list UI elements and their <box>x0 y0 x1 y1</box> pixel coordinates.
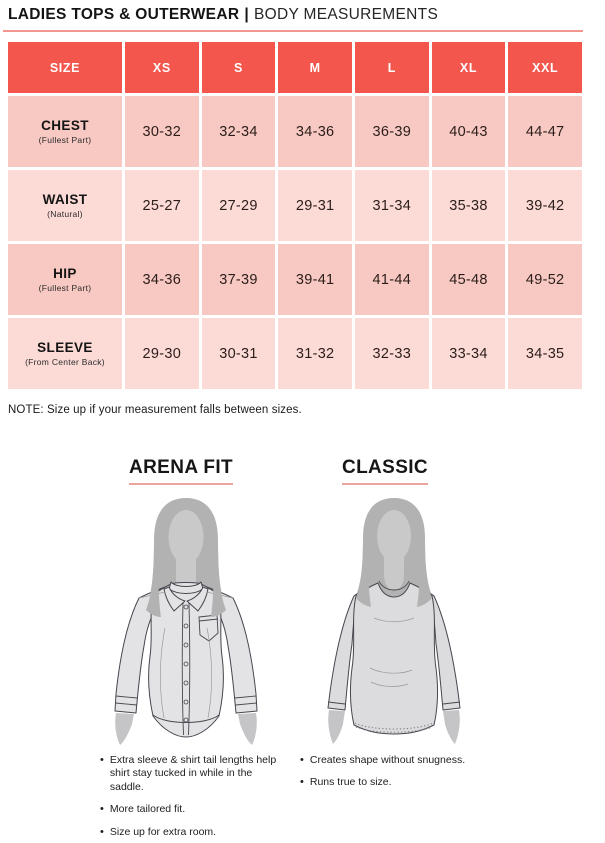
measurement-sublabel: (Fullest Part) <box>38 134 92 145</box>
measurement-sublabel: (Natural) <box>47 208 83 219</box>
crew-neck-top <box>327 580 461 735</box>
column-header-m: M <box>278 42 352 93</box>
classic-underline <box>342 483 428 485</box>
size-value-cell: 35-38 <box>431 170 506 241</box>
measurement-sublabel: (From Center Back) <box>25 356 105 367</box>
size-value-cell: 34-35 <box>508 318 582 389</box>
bullet-item: Runs true to size. <box>300 776 468 789</box>
left-hand <box>328 710 345 744</box>
right-hand <box>443 710 460 744</box>
measurement-label: HIP <box>53 266 77 282</box>
size-value-cell: 45-48 <box>431 244 506 315</box>
size-value-cell: 49-52 <box>508 244 582 315</box>
left-hand <box>115 713 134 745</box>
arena-fit-bullets: Extra sleeve & shirt tail lengths help s… <box>100 754 280 843</box>
shirt-button <box>183 699 189 705</box>
hair-front-strand <box>356 538 371 607</box>
size-value-cell: 41-44 <box>354 244 429 315</box>
size-value-cell: 30-31 <box>201 318 276 389</box>
bullet-text: Extra sleeve & shirt tail lengths help s… <box>109 754 277 793</box>
neckline-rib <box>378 580 410 591</box>
size-value-cell: 37-39 <box>201 244 276 315</box>
face <box>168 510 204 564</box>
size-value-cell: 30-32 <box>125 96 199 167</box>
shirt-button <box>183 717 189 723</box>
size-value-cell: 31-32 <box>278 318 352 389</box>
size-value-cell: 27-29 <box>201 170 276 241</box>
measurement-label: CHEST <box>41 118 89 134</box>
size-value-cell: 34-36 <box>125 244 199 315</box>
column-header-size: SIZE <box>8 42 122 93</box>
page-title: LADIES TOPS & OUTERWEAR | BODY MEASUREMENT… <box>8 6 438 24</box>
classic-heading: CLASSIC <box>341 457 429 478</box>
size-value-cell: 33-34 <box>431 318 506 389</box>
right-hand <box>238 713 257 745</box>
size-value-cell: 25-27 <box>125 170 199 241</box>
size-value-cell: 29-30 <box>125 318 199 389</box>
page-title-brand: LADIES TOPS & OUTERWEAR <box>8 6 240 23</box>
note-text: NOTE: Size up if your measurement falls … <box>8 404 302 416</box>
bullet-text: More tailored fit. <box>109 803 186 816</box>
size-value-cell: 34-36 <box>278 96 352 167</box>
shirt-button <box>183 661 189 667</box>
size-value-cell: 29-31 <box>278 170 352 241</box>
size-value-cell: 39-41 <box>278 244 352 315</box>
bullet-item: Size up for extra room. <box>100 826 280 839</box>
right-cuff <box>234 695 257 699</box>
neck <box>384 552 404 590</box>
size-chart-table: SIZE XS S M L XL XXL CHEST (Fullest Part… <box>8 42 582 389</box>
column-header-xl: XL <box>431 42 506 93</box>
bullet-item: Extra sleeve & shirt tail lengths help s… <box>100 754 280 794</box>
woman-crew-neck-top-figure <box>327 498 461 744</box>
bullet-item: More tailored fit. <box>100 803 280 816</box>
woman-button-down-shirt-figure <box>114 498 258 745</box>
size-value-cell: 39-42 <box>508 170 582 241</box>
shirt-button <box>183 604 189 610</box>
size-value-cell: 32-33 <box>354 318 429 389</box>
column-header-xs: XS <box>125 42 199 93</box>
page-title-separator: | <box>244 6 249 23</box>
arena-fit-heading: ARENA FIT <box>128 457 234 478</box>
column-header-s: S <box>201 42 276 93</box>
size-value-cell: 36-39 <box>354 96 429 167</box>
arena-fit-underline <box>129 483 233 485</box>
bullet-item: Creates shape without snugness. <box>300 754 468 767</box>
size-value-cell: 44-47 <box>508 96 582 167</box>
neck <box>176 554 196 586</box>
measurement-sublabel: (Fullest Part) <box>38 282 92 293</box>
shirt-button <box>183 642 189 648</box>
right-cuff <box>442 701 461 705</box>
bullet-text: Runs true to size. <box>309 776 392 789</box>
row-header-waist: WAIST (Natural) <box>8 170 122 241</box>
size-value-cell: 31-34 <box>354 170 429 241</box>
face <box>377 510 411 562</box>
hair-front-strand <box>211 540 226 617</box>
row-header-chest: CHEST (Fullest Part) <box>8 96 122 167</box>
shirt-button <box>183 623 189 629</box>
title-underline <box>3 30 583 32</box>
left-cuff <box>115 695 138 699</box>
button-down-shirt <box>114 581 258 738</box>
shirt-button <box>183 680 189 686</box>
row-header-hip: HIP (Fullest Part) <box>8 244 122 315</box>
hair-front-strand <box>146 540 161 617</box>
hair-front-strand <box>417 538 432 607</box>
row-header-sleeve: SLEEVE (From Center Back) <box>8 318 122 389</box>
classic-illustration <box>327 498 461 744</box>
column-header-l: L <box>354 42 429 93</box>
classic-bullets: Creates shape without snugness. Runs tru… <box>300 754 468 799</box>
arena-fit-illustration <box>114 498 258 745</box>
measurement-label: WAIST <box>42 192 88 208</box>
stitched-hem <box>354 722 434 730</box>
size-value-cell: 40-43 <box>431 96 506 167</box>
page-title-subtitle: BODY MEASUREMENTS <box>253 6 439 23</box>
size-value-cell: 32-34 <box>201 96 276 167</box>
measurement-label: SLEEVE <box>37 340 93 356</box>
left-cuff <box>327 701 346 705</box>
bullet-text: Creates shape without snugness. <box>309 754 466 766</box>
column-header-xxl: XXL <box>508 42 582 93</box>
bullet-text: Size up for extra room. <box>109 825 217 838</box>
